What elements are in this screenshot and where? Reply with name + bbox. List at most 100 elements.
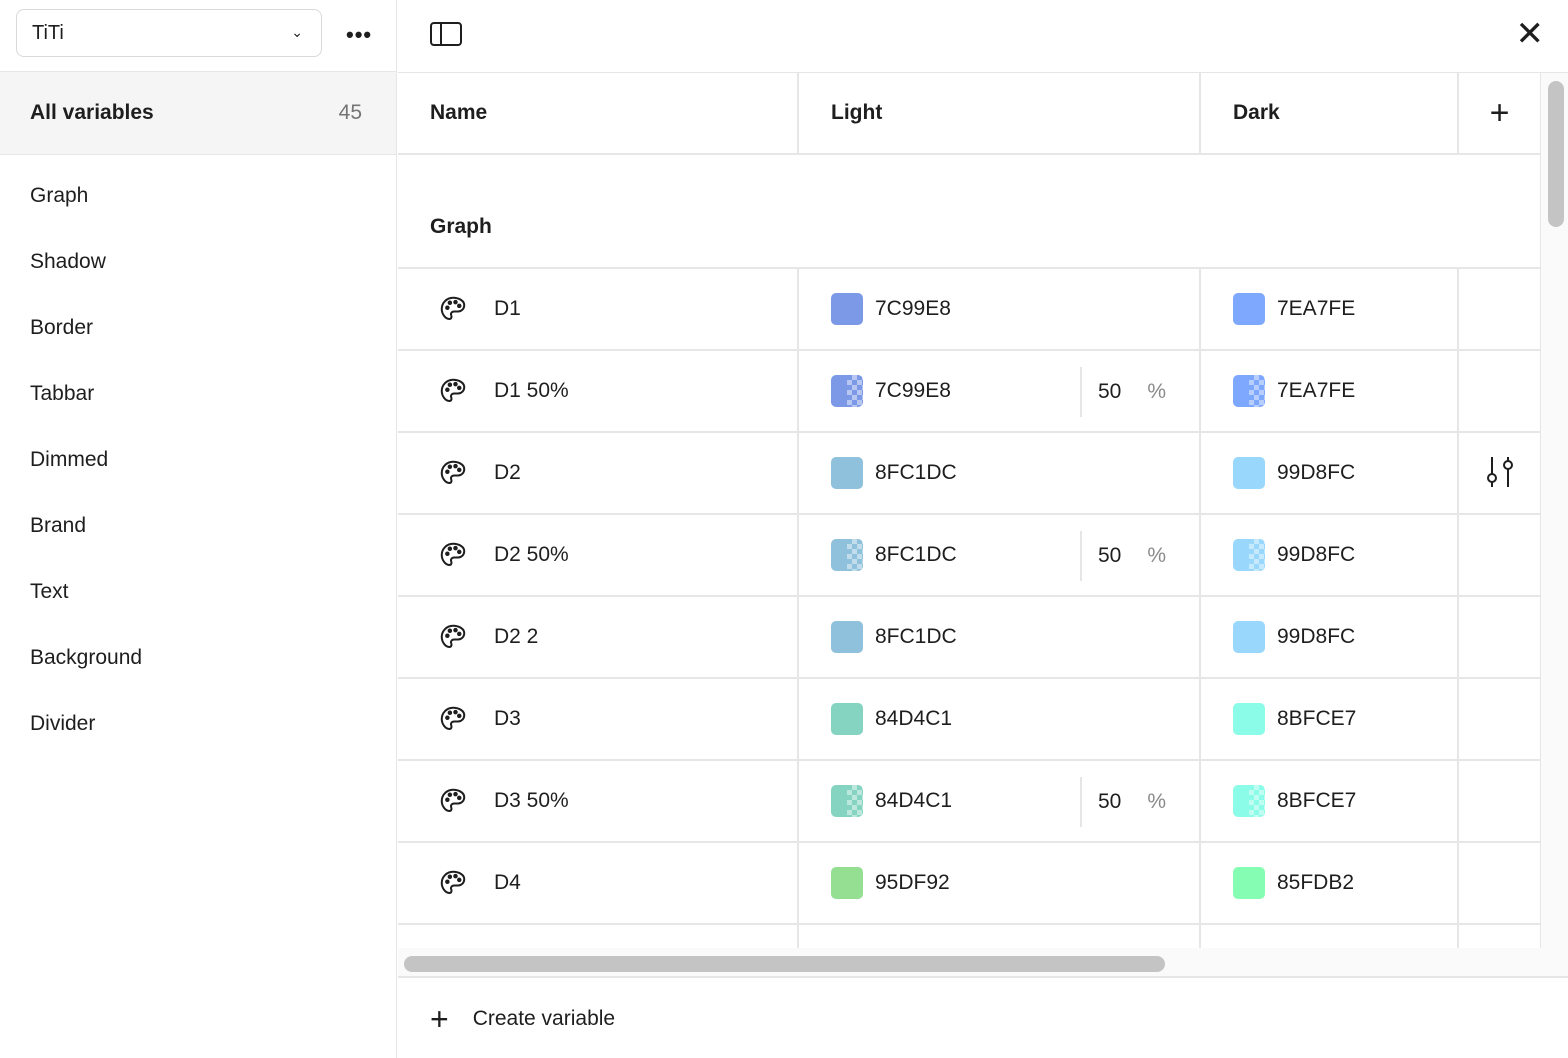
variable-name-cell[interactable]: D3 50% bbox=[398, 761, 799, 841]
color-swatch[interactable] bbox=[831, 785, 863, 817]
variable-name-cell[interactable]: D2 2 bbox=[398, 597, 799, 677]
collection-name: TiTi bbox=[32, 22, 64, 44]
dark-value-cell[interactable]: 99D8FC bbox=[1201, 433, 1459, 513]
color-swatch[interactable] bbox=[831, 867, 863, 899]
variable-name-cell[interactable]: D4 bbox=[398, 843, 799, 923]
opacity-field[interactable]: 50% bbox=[1080, 367, 1190, 417]
toggle-sidebar-icon[interactable] bbox=[430, 22, 462, 46]
color-swatch[interactable] bbox=[1233, 785, 1265, 817]
light-value-cell[interactable]: 7C99E8 50% bbox=[799, 351, 1201, 431]
color-swatch[interactable] bbox=[831, 375, 863, 407]
light-hex: 7C99E8 bbox=[875, 297, 951, 320]
light-value-cell[interactable]: 84D4C1 50% bbox=[799, 761, 1201, 841]
sidebar-group-item[interactable]: Divider bbox=[30, 712, 96, 735]
sidebar-group-item[interactable]: Text bbox=[30, 580, 69, 603]
variable-count: 45 bbox=[338, 101, 362, 124]
variable-name-cell[interactable]: D2 bbox=[398, 433, 799, 513]
table-row[interactable]: D3 84D4C1 8BFCE7 bbox=[398, 679, 1540, 761]
create-variable-button[interactable]: + Create variable bbox=[398, 980, 1568, 1058]
dark-hex: 8BFCE7 bbox=[1277, 789, 1357, 812]
color-swatch[interactable] bbox=[831, 703, 863, 735]
dark-value-cell[interactable]: 85FDB2 bbox=[1201, 843, 1459, 923]
opacity-value: 50 bbox=[1098, 380, 1122, 403]
color-swatch[interactable] bbox=[831, 621, 863, 653]
color-swatch[interactable] bbox=[1233, 621, 1265, 653]
table-row[interactable] bbox=[398, 925, 1540, 948]
light-hex: 8FC1DC bbox=[875, 461, 957, 484]
sidebar-group-item[interactable]: Graph bbox=[30, 184, 89, 207]
edit-variable-icon[interactable] bbox=[1484, 456, 1516, 490]
row-action-cell bbox=[1459, 597, 1540, 677]
table-row[interactable]: D2 8FC1DC 99D8FC bbox=[398, 433, 1540, 515]
dark-hex: 8BFCE7 bbox=[1277, 707, 1357, 730]
header-dark[interactable]: Dark bbox=[1233, 101, 1280, 124]
sidebar-group-item[interactable]: Background bbox=[30, 646, 143, 669]
table-row[interactable]: D1 7C99E8 7EA7FE bbox=[398, 269, 1540, 351]
variable-name-cell[interactable]: D1 bbox=[398, 269, 799, 349]
dark-value-cell[interactable]: 7EA7FE bbox=[1201, 351, 1459, 431]
color-swatch[interactable] bbox=[831, 457, 863, 489]
sidebar-group-item[interactable]: Dimmed bbox=[30, 448, 109, 471]
row-action-cell bbox=[1459, 843, 1540, 923]
group-heading: Graph bbox=[398, 155, 1540, 269]
table-row[interactable]: D2 50% 8FC1DC 50% 99D8FC bbox=[398, 515, 1540, 597]
row-action-cell bbox=[1459, 515, 1540, 595]
color-swatch[interactable] bbox=[1233, 457, 1265, 489]
variable-name-cell[interactable]: D3 bbox=[398, 679, 799, 759]
light-value-cell[interactable]: 8FC1DC bbox=[799, 433, 1201, 513]
dark-hex: 7EA7FE bbox=[1277, 379, 1356, 402]
sidebar: TiTi ⌄ ••• All variables 45 Graph Shadow Bor… bbox=[0, 0, 397, 1058]
color-swatch[interactable] bbox=[1233, 375, 1265, 407]
color-swatch[interactable] bbox=[1233, 703, 1265, 735]
color-swatch[interactable] bbox=[831, 293, 863, 325]
dark-hex: 99D8FC bbox=[1277, 625, 1356, 648]
sidebar-group-item[interactable]: Tabbar bbox=[30, 382, 95, 405]
color-swatch[interactable] bbox=[1233, 867, 1265, 899]
all-variables-label: All variables bbox=[30, 101, 154, 124]
color-swatch[interactable] bbox=[1233, 293, 1265, 325]
variables-table: Name Light Dark + Graph D1 7C99E8 7EA7FE… bbox=[398, 73, 1540, 948]
dark-value-cell[interactable]: 8BFCE7 bbox=[1201, 679, 1459, 759]
light-value-cell[interactable]: 8FC1DC bbox=[799, 597, 1201, 677]
create-variable-label: Create variable bbox=[472, 1007, 616, 1030]
dark-value-cell[interactable]: 99D8FC bbox=[1201, 515, 1459, 595]
row-action-cell bbox=[1459, 761, 1540, 841]
light-hex: 95DF92 bbox=[875, 871, 950, 894]
variable-name: D1 bbox=[494, 297, 521, 320]
opacity-field[interactable]: 50% bbox=[1080, 777, 1190, 827]
variable-name-cell[interactable]: D2 50% bbox=[398, 515, 799, 595]
plus-icon: + bbox=[1489, 93, 1510, 132]
variable-name-cell[interactable]: D1 50% bbox=[398, 351, 799, 431]
color-swatch[interactable] bbox=[831, 539, 863, 571]
color-palette-icon bbox=[440, 706, 466, 731]
dark-value-cell[interactable]: 8BFCE7 bbox=[1201, 761, 1459, 841]
header-light[interactable]: Light bbox=[831, 101, 883, 124]
sidebar-item-all-variables[interactable]: All variables 45 bbox=[0, 72, 396, 155]
table-row[interactable]: D2 2 8FC1DC 99D8FC bbox=[398, 597, 1540, 679]
dark-value-cell[interactable]: 7EA7FE bbox=[1201, 269, 1459, 349]
table-row[interactable]: D1 50% 7C99E8 50% 7EA7FE bbox=[398, 351, 1540, 433]
dark-value-cell[interactable]: 99D8FC bbox=[1201, 597, 1459, 677]
sidebar-group-item[interactable]: Brand bbox=[30, 514, 87, 537]
close-icon[interactable]: ✕ bbox=[1515, 15, 1545, 53]
more-options-icon[interactable]: ••• bbox=[346, 22, 373, 47]
vertical-scrollbar[interactable] bbox=[1540, 73, 1568, 948]
table-row[interactable]: D3 50% 84D4C1 50% 8BFCE7 bbox=[398, 761, 1540, 843]
sidebar-group-item[interactable]: Border bbox=[30, 316, 94, 339]
color-palette-icon bbox=[440, 542, 466, 567]
variable-name: D2 50% bbox=[494, 543, 569, 566]
light-value-cell[interactable]: 7C99E8 bbox=[799, 269, 1201, 349]
percent-unit: % bbox=[1147, 544, 1167, 567]
light-value-cell[interactable]: 95DF92 bbox=[799, 843, 1201, 923]
color-swatch[interactable] bbox=[1233, 539, 1265, 571]
add-mode-button[interactable]: + bbox=[1459, 73, 1540, 153]
opacity-field[interactable]: 50% bbox=[1080, 531, 1190, 581]
horizontal-scrollbar[interactable] bbox=[398, 948, 1568, 978]
sidebar-group-item[interactable]: Shadow bbox=[30, 250, 106, 273]
table-row[interactable]: D4 95DF92 85FDB2 bbox=[398, 843, 1540, 925]
variable-name: D4 bbox=[494, 871, 521, 894]
light-hex: 8FC1DC bbox=[875, 625, 957, 648]
light-value-cell[interactable]: 8FC1DC 50% bbox=[799, 515, 1201, 595]
collection-select[interactable]: TiTi ⌄ bbox=[16, 9, 322, 57]
light-value-cell[interactable]: 84D4C1 bbox=[799, 679, 1201, 759]
